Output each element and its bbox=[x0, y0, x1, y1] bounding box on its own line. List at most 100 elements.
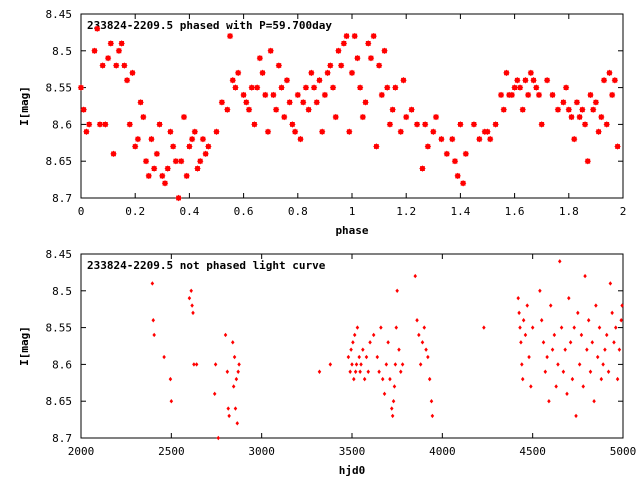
data-point bbox=[595, 354, 600, 360]
data-point bbox=[482, 325, 486, 330]
data-point bbox=[318, 128, 326, 135]
data-point bbox=[226, 406, 231, 411]
data-point bbox=[457, 121, 464, 128]
data-point bbox=[378, 91, 386, 99]
data-point bbox=[199, 135, 207, 143]
data-point bbox=[427, 376, 432, 382]
data-point bbox=[389, 406, 394, 411]
data-point bbox=[392, 84, 399, 91]
data-point bbox=[408, 106, 415, 113]
x-tick-label: 1 bbox=[349, 205, 356, 218]
data-point bbox=[152, 332, 156, 338]
data-point bbox=[178, 158, 185, 165]
data-point bbox=[346, 354, 351, 360]
data-point bbox=[102, 121, 109, 128]
data-point bbox=[565, 391, 569, 397]
data-point bbox=[132, 143, 139, 150]
data-point bbox=[205, 143, 212, 150]
x-axis-label: phase bbox=[335, 224, 368, 237]
data-point bbox=[597, 325, 602, 330]
data-point bbox=[533, 84, 540, 91]
data-point bbox=[497, 91, 505, 99]
data-point bbox=[96, 121, 104, 128]
data-point bbox=[589, 106, 597, 113]
data-point bbox=[148, 135, 155, 143]
data-point bbox=[234, 69, 242, 77]
chart-title: 233824-2209.5 phased with P=59.700day bbox=[87, 19, 332, 32]
data-point bbox=[590, 340, 595, 345]
x-tick-label: 1.6 bbox=[505, 205, 525, 218]
data-point bbox=[538, 288, 542, 293]
data-point bbox=[527, 69, 535, 77]
data-point bbox=[565, 106, 572, 113]
y-tick-label: 8.5 bbox=[52, 285, 72, 298]
x-tick-label: 3000 bbox=[248, 445, 275, 458]
data-point bbox=[313, 99, 320, 106]
data-point bbox=[281, 113, 288, 121]
data-point bbox=[574, 413, 578, 419]
data-point bbox=[348, 369, 352, 374]
data-point bbox=[153, 150, 161, 158]
data-point bbox=[240, 91, 247, 99]
data-point bbox=[99, 62, 106, 69]
data-point bbox=[530, 77, 537, 84]
data-point bbox=[275, 62, 283, 69]
data-point bbox=[91, 47, 98, 54]
data-point bbox=[337, 62, 345, 69]
data-point bbox=[451, 158, 459, 165]
data-point bbox=[231, 384, 236, 389]
data-point bbox=[332, 113, 339, 121]
data-point bbox=[614, 325, 618, 330]
data-point bbox=[85, 121, 93, 128]
data-point bbox=[400, 77, 407, 84]
data-point bbox=[289, 121, 296, 128]
data-point bbox=[377, 369, 381, 374]
data-point bbox=[253, 84, 261, 91]
data-point bbox=[617, 347, 622, 352]
data-point bbox=[357, 354, 361, 360]
data-point bbox=[118, 40, 125, 47]
x-tick-label: 2 bbox=[620, 205, 627, 218]
data-point bbox=[547, 399, 551, 404]
data-point bbox=[545, 354, 549, 360]
data-point bbox=[327, 62, 334, 69]
data-point bbox=[373, 143, 380, 150]
data-point bbox=[167, 128, 174, 135]
data-point bbox=[529, 384, 533, 389]
data-point bbox=[620, 303, 624, 308]
data-point bbox=[302, 84, 310, 91]
x-tick-label: 1.2 bbox=[396, 205, 416, 218]
data-point bbox=[264, 128, 272, 135]
data-point bbox=[520, 362, 524, 367]
data-point bbox=[570, 376, 575, 382]
data-point bbox=[150, 281, 155, 286]
data-point bbox=[356, 84, 364, 91]
data-point bbox=[213, 362, 218, 367]
data-point bbox=[305, 106, 312, 113]
data-point bbox=[573, 99, 581, 106]
data-point bbox=[367, 54, 375, 62]
data-point bbox=[476, 135, 483, 143]
data-point bbox=[294, 91, 301, 99]
data-point bbox=[418, 362, 423, 367]
y-axis-label: I[mag] bbox=[18, 326, 31, 366]
data-point bbox=[353, 369, 358, 374]
x-tick-label: 1.4 bbox=[450, 205, 470, 218]
data-point bbox=[231, 340, 235, 345]
data-point bbox=[359, 113, 367, 121]
data-point bbox=[430, 413, 435, 419]
data-point bbox=[594, 303, 598, 308]
data-point bbox=[145, 172, 152, 180]
data-point bbox=[354, 54, 361, 62]
data-point bbox=[413, 273, 417, 279]
data-point bbox=[349, 347, 353, 352]
data-point bbox=[225, 369, 230, 374]
x-tick-label: 0.6 bbox=[234, 205, 254, 218]
data-point bbox=[375, 62, 383, 69]
data-point bbox=[523, 332, 528, 338]
x-tick-label: 2000 bbox=[68, 445, 95, 458]
data-point bbox=[343, 32, 350, 40]
data-point bbox=[384, 362, 389, 367]
data-point bbox=[511, 84, 518, 91]
data-point bbox=[454, 172, 461, 180]
